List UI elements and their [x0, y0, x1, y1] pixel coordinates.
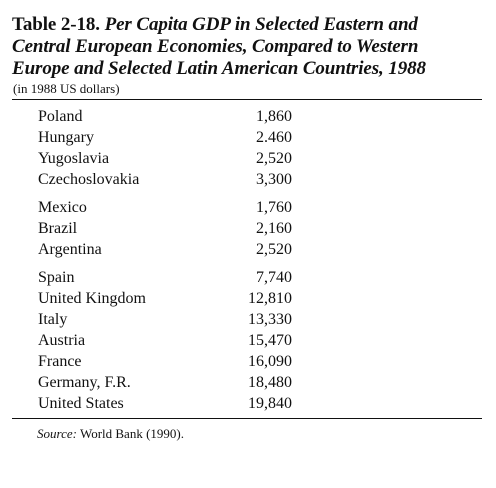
gdp-value: 19,840 [248, 395, 292, 412]
table-container: Table 2-18. Per Capita GDP in Selected E… [12, 14, 482, 442]
group-western-economies: Spain 7,740 United Kingdom 12,810 Italy … [12, 267, 482, 414]
gdp-value: 1,860 [256, 108, 292, 125]
gdp-value: 2,520 [256, 150, 292, 167]
top-rule [12, 99, 482, 100]
bottom-rule [12, 418, 482, 419]
table-row: Yugoslavia 2,520 [12, 148, 482, 169]
table-row: Austria 15,470 [12, 330, 482, 351]
country-name: Hungary [38, 129, 94, 146]
source-label: Source: [37, 426, 77, 441]
table-row: Czechoslovakia 3,300 [12, 169, 482, 190]
group-latin-america: Mexico 1,760 Brazil 2,160 Argentina 2,52… [12, 197, 482, 260]
country-name: Italy [38, 311, 68, 328]
country-name: Austria [38, 332, 86, 349]
gdp-value: 2,520 [256, 241, 292, 258]
country-name: Mexico [38, 199, 87, 216]
table-row: United States 19,840 [12, 393, 482, 414]
table-row: Germany, F.R. 18,480 [12, 372, 482, 393]
source-note: Source: World Bank (1990). [37, 426, 482, 442]
table-body: Poland 1,860 Hungary 2.460 Yugoslavia 2,… [12, 106, 482, 414]
gdp-value: 13,330 [248, 311, 292, 328]
country-name: Brazil [38, 220, 78, 237]
table-row: Poland 1,860 [12, 106, 482, 127]
table-caption-line-1: Per Capita GDP in Selected Eastern and [104, 14, 418, 35]
country-name: United Kingdom [38, 290, 146, 307]
table-row: United Kingdom 12,810 [12, 288, 482, 309]
gdp-value: 2.460 [256, 129, 292, 146]
gdp-value: 3,300 [256, 171, 292, 188]
table-row: France 16,090 [12, 351, 482, 372]
table-row: Argentina 2,520 [12, 239, 482, 260]
table-row: Mexico 1,760 [12, 197, 482, 218]
country-name: Yugoslavia [38, 150, 110, 167]
table-row: Spain 7,740 [12, 267, 482, 288]
gdp-value: 18,480 [248, 374, 292, 391]
table-row: Hungary 2.460 [12, 127, 482, 148]
country-name: United States [38, 395, 124, 412]
source-text: World Bank (1990). [79, 426, 184, 441]
country-name: France [38, 353, 82, 370]
table-caption-line-2: Central European Economies, Compared to … [12, 36, 419, 57]
table-number: Table 2-18. [12, 14, 100, 35]
country-name: Poland [38, 108, 83, 125]
gdp-value: 2,160 [256, 220, 292, 237]
country-name: Argentina [38, 241, 102, 258]
group-eastern-europe: Poland 1,860 Hungary 2.460 Yugoslavia 2,… [12, 106, 482, 190]
table-subtitle: (in 1988 US dollars) [13, 81, 120, 96]
country-name: Germany, F.R. [38, 374, 131, 391]
table-row: Brazil 2,160 [12, 218, 482, 239]
gdp-value: 7,740 [256, 269, 292, 286]
gdp-value: 12,810 [248, 290, 292, 307]
table-title: Table 2-18. Per Capita GDP in Selected E… [12, 14, 482, 80]
country-name: Czechoslovakia [38, 171, 140, 188]
gdp-value: 16,090 [248, 353, 292, 370]
gdp-value: 1,760 [256, 199, 292, 216]
table-caption-line-3: Europe and Selected Latin American Count… [12, 58, 426, 79]
table-row: Italy 13,330 [12, 309, 482, 330]
country-name: Spain [38, 269, 75, 286]
gdp-value: 15,470 [248, 332, 292, 349]
